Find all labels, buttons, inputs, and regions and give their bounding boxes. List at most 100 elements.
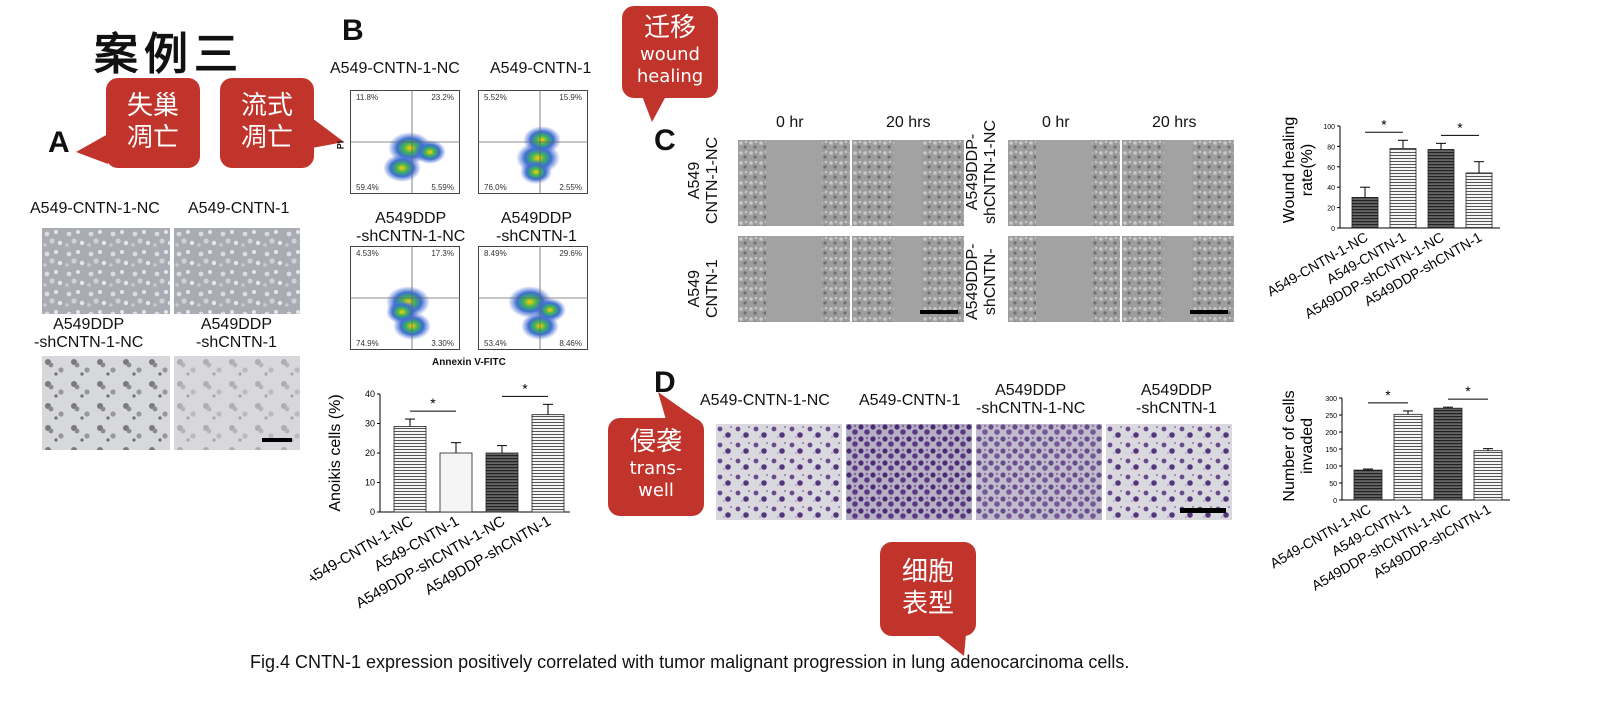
callout-flow-line2: 凋亡 bbox=[240, 123, 293, 153]
panel-a-label-cntn1: A549-CNTN-1 bbox=[188, 200, 290, 217]
y-tick-label: 10 bbox=[365, 478, 375, 488]
flow-quadrant-value: 4.53% bbox=[356, 249, 379, 258]
significance-marker: * bbox=[1457, 119, 1463, 135]
bar bbox=[393, 426, 427, 513]
wound-image bbox=[1122, 236, 1234, 322]
callout-migration: 迁移 wound healing bbox=[622, 6, 718, 122]
callout-flow-line1: 流式 bbox=[240, 91, 293, 121]
panel-b-label: B bbox=[342, 14, 364, 47]
panel-a-label-ddp-nc: A549DDP -shCNTN-1-NC bbox=[34, 316, 143, 352]
y-tick-label: 30 bbox=[365, 419, 375, 429]
panel-a-label-ddp-nc-l1: A549DDP bbox=[53, 316, 125, 333]
y-tick-label: 40 bbox=[1327, 185, 1335, 192]
flow-population bbox=[414, 140, 446, 164]
bar bbox=[1353, 469, 1383, 501]
y-tick-label: 100 bbox=[1323, 124, 1335, 131]
panel-d-image-cntn1 bbox=[846, 424, 972, 520]
callout-pointer-icon bbox=[312, 118, 344, 148]
y-tick-label: 20 bbox=[1327, 206, 1335, 213]
panel-d-image-ddp-nc bbox=[976, 424, 1102, 520]
panel-a-label-ddp-sh-l1: A549DDP bbox=[200, 316, 273, 333]
wound-gap bbox=[1164, 140, 1192, 226]
wound-gap bbox=[894, 140, 922, 226]
panel-c-row-label-ddp-nc-l1: A549DDP- bbox=[964, 133, 981, 211]
flow-quadrant-value: 2.55% bbox=[559, 183, 582, 192]
flow-quadrant-value: 5.59% bbox=[431, 183, 454, 192]
panel-d-image-ddp-sh bbox=[1106, 424, 1232, 520]
bar bbox=[485, 452, 519, 513]
y-tick-label: 0 bbox=[370, 507, 375, 517]
flow-plot: 8.49% 29.6% 53.4% 8.46% bbox=[478, 246, 588, 350]
y-tick-label: 20 bbox=[365, 448, 375, 458]
scale-bar bbox=[920, 310, 958, 314]
panel-b-label-ddp-nc: A549DDP -shCNTN-1-NC bbox=[356, 210, 465, 246]
panel-a-label-ddp-sh: A549DDP -shCNTN-1 bbox=[196, 316, 277, 352]
flow-population bbox=[523, 126, 561, 154]
bar bbox=[439, 452, 473, 513]
panel-c-row-label-cntn1: A549 CNTN-1 bbox=[686, 259, 722, 318]
panel-b-label-cntn1: A549-CNTN-1 bbox=[490, 60, 592, 77]
callout-migration-cn: 迁移 bbox=[643, 13, 696, 43]
panel-b-label-nc: A549-CNTN-1-NC bbox=[330, 60, 460, 77]
panel-b-label-ddp-sh: A549DDP -shCNTN-1 bbox=[496, 210, 577, 246]
wound-image bbox=[1122, 140, 1234, 226]
callout-pointer-icon bbox=[936, 634, 966, 656]
y-tick-label: 60 bbox=[1327, 165, 1335, 172]
y-tick-label: 0 bbox=[1333, 498, 1337, 505]
callout-phenotype-line2: 表型 bbox=[901, 589, 954, 619]
flow-quadrant-value: 8.46% bbox=[559, 339, 582, 348]
panel-c-row-label-nc-l1: A549 bbox=[686, 161, 703, 200]
flow-xlabel: Annexin V-FITC bbox=[432, 357, 506, 368]
flow-plot: 5.52% 15.9% 76.0% 2.55% bbox=[478, 90, 588, 194]
flow-quadrant-value: 11.8% bbox=[356, 93, 378, 102]
flow-quadrant-value: 53.4% bbox=[484, 339, 507, 348]
callout-invasion-en2: well bbox=[638, 480, 674, 501]
flow-population bbox=[534, 298, 566, 322]
flow-quadrant-value: 74.9% bbox=[356, 339, 379, 348]
bar bbox=[1393, 413, 1423, 501]
y-axis-label: Number of cellsinvaded bbox=[1281, 390, 1316, 501]
wound-gap bbox=[1164, 236, 1192, 322]
y-tick-label: 200 bbox=[1325, 430, 1337, 437]
panel-d-label-ddp-sh-l2: -shCNTN-1 bbox=[1136, 400, 1217, 417]
callout-flow: 流式 凋亡 bbox=[220, 78, 344, 168]
panel-c-row-label-cntn1-l1: A549 bbox=[686, 269, 703, 308]
y-tick-label: 300 bbox=[1325, 396, 1337, 403]
callout-anoikis-line1: 失巢 bbox=[126, 91, 179, 121]
chart-invasion: 0 50 100 150 200 250 300 Number of cellsinvaded… bbox=[1267, 383, 1510, 594]
flow-quadrant-value: 15.9% bbox=[559, 93, 582, 102]
significance-marker: * bbox=[1465, 383, 1471, 399]
panel-d-label: D bbox=[654, 366, 676, 399]
bar bbox=[1351, 197, 1379, 229]
y-tick-label: 150 bbox=[1325, 447, 1337, 454]
bar bbox=[1465, 172, 1493, 229]
flow-quadrant-value: 23.2% bbox=[431, 93, 454, 102]
wound-image bbox=[1008, 236, 1120, 322]
wound-gap bbox=[1036, 140, 1092, 226]
flow-quadrant-value: 59.4% bbox=[356, 183, 379, 192]
flow-plot: 4.53% 17.3% 74.9% 3.30% bbox=[350, 246, 460, 350]
wound-image bbox=[738, 236, 850, 322]
panel-a-label-ddp-sh-l2: -shCNTN-1 bbox=[196, 334, 277, 351]
y-tick-label: 80 bbox=[1327, 144, 1335, 151]
panel-c-row-label-cntn1-l2: CNTN-1 bbox=[704, 259, 721, 318]
flow-quadrant-value: 5.52% bbox=[484, 93, 507, 102]
wound-gap bbox=[766, 140, 822, 226]
panel-c-row-label-ddp-nc: A549DDP- shCNTN-1-NC bbox=[964, 120, 1000, 224]
panel-a-image-ddp-nc bbox=[42, 356, 170, 450]
y-tick-label: 0 bbox=[1331, 226, 1335, 233]
callout-migration-en1: wound bbox=[640, 44, 700, 65]
panel-b-label-ddp-nc-l1: A549DDP bbox=[375, 210, 447, 227]
wound-gap bbox=[1036, 236, 1092, 322]
panel-c-time-4: 20 hrs bbox=[1152, 114, 1197, 131]
flow-plot: 11.8% 23.2% 59.4% 5.59% bbox=[350, 90, 460, 194]
flow-population bbox=[386, 300, 418, 324]
figure-caption: Fig.4 CNTN-1 expression positively corre… bbox=[250, 652, 1130, 672]
panel-d-image-nc bbox=[716, 424, 842, 520]
panel-a-image-cntn1 bbox=[174, 228, 300, 314]
wound-image bbox=[852, 236, 964, 322]
panel-c-row-label-ddp-sh-l1: A549DDP- bbox=[964, 243, 981, 320]
flow-population bbox=[520, 160, 552, 184]
